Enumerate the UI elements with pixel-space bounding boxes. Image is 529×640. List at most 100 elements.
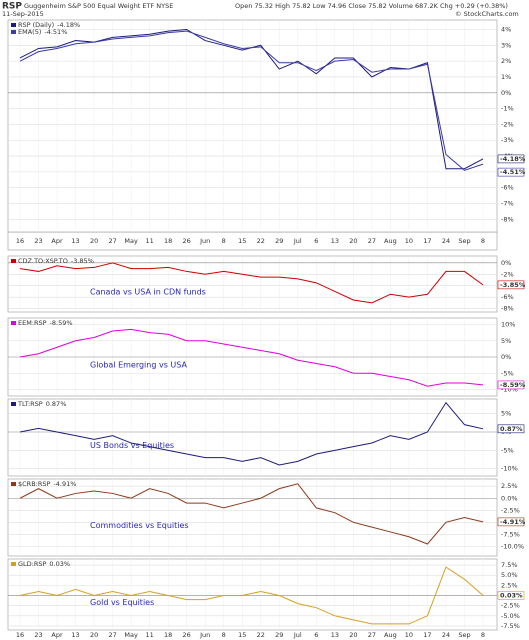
series-line	[19, 483, 484, 545]
legend-name: EMA(5)	[18, 28, 41, 36]
y-tick-label: -3%	[501, 136, 514, 144]
y-tick-label: 2%	[501, 57, 511, 65]
legend-value: 0.03%	[49, 560, 70, 568]
y-tick-label: 5%	[501, 410, 511, 418]
x-tick-label: 18	[164, 631, 172, 639]
y-tick-label: -2%	[501, 270, 514, 278]
legend-name: $CRB:RSP	[18, 480, 50, 488]
y-tick-label: 2.5%	[501, 482, 518, 490]
y-tick-label: -7.5%	[501, 530, 520, 538]
y-tick-label: 0%	[501, 89, 511, 97]
y-tick-label: -7%	[501, 200, 514, 208]
x-tick-label: Apr	[51, 631, 63, 639]
x-tick-label: 24	[442, 631, 450, 639]
x-tick-label: 20	[90, 631, 98, 639]
annotation: Gold vs Equities	[90, 598, 154, 607]
x-tick-label: 17	[423, 237, 431, 245]
last-label: 0.87%	[500, 425, 523, 433]
x-tick-label: Jun	[199, 237, 210, 245]
x-tick-label: 24	[442, 237, 450, 245]
x-tick-label: 23	[34, 631, 42, 639]
x-tick-label: Jul	[293, 631, 302, 639]
series-line	[19, 566, 484, 625]
panel	[7, 558, 498, 631]
legend-name: GLD:RSP	[18, 560, 46, 568]
series-line	[19, 262, 484, 304]
quote: Open 75.32 High 75.82 Low 74.96 Close 75…	[235, 2, 508, 10]
annotation: Commodities vs Equities	[90, 521, 189, 530]
y-tick-label: 5%	[501, 337, 511, 345]
panel	[7, 398, 498, 477]
y-tick-label: 2.5%	[501, 581, 518, 589]
x-tick-label: 8	[481, 237, 485, 245]
y-tick-label: 1%	[501, 73, 511, 81]
copyright: © StockCharts.com	[455, 10, 519, 18]
legend-value: -4.18%	[57, 21, 80, 29]
panel	[7, 255, 498, 313]
legend-swatch	[11, 321, 16, 325]
x-tick-label: 16	[16, 237, 24, 245]
last-label: -3.85%	[500, 281, 526, 289]
legend-value: 0.87%	[46, 400, 67, 408]
x-tick-label: 6	[314, 237, 318, 245]
series-line	[19, 401, 484, 466]
y-tick-label: -5.0%	[501, 612, 520, 620]
y-tick-label: 0%	[501, 259, 511, 267]
x-tick-label: 15	[238, 631, 246, 639]
legend-name: TLT:RSP	[17, 400, 43, 408]
legend-swatch	[11, 562, 16, 566]
x-tick-label: 11	[145, 237, 153, 245]
last-label-box	[497, 591, 525, 600]
legend-swatch	[11, 482, 16, 486]
x-tick-label: 13	[71, 237, 79, 245]
panel	[7, 478, 498, 557]
x-tick-label: 29	[275, 237, 283, 245]
y-tick-label: -6%	[501, 184, 514, 192]
series-line	[19, 30, 484, 171]
x-tick-label: 27	[108, 631, 116, 639]
last-label-box	[497, 154, 525, 164]
x-tick-label: 23	[34, 237, 42, 245]
x-tick-label: 13	[71, 631, 79, 639]
last-label-box	[497, 380, 525, 390]
y-tick-label: -1%	[501, 105, 514, 113]
annotation: US Bonds vs Equities	[90, 441, 174, 450]
y-tick-label: 4%	[501, 25, 511, 33]
last-label: -4.18%	[500, 155, 526, 163]
x-tick-label: Sep	[458, 237, 470, 245]
x-tick-label: Sep	[458, 631, 470, 639]
x-tick-label: 27	[368, 631, 376, 639]
x-tick-label: Apr	[51, 237, 63, 245]
legend-value: -3.85%	[71, 257, 94, 265]
x-tick-label: 20	[349, 631, 357, 639]
x-tick-label: 13	[331, 631, 339, 639]
date: 11-Sep-2015	[2, 10, 44, 18]
y-tick-label: -5%	[501, 446, 514, 454]
panel	[7, 19, 498, 233]
legend-name: CDZ.TO:XSP.TO	[18, 257, 68, 265]
y-tick-label: -5%	[501, 369, 514, 377]
legend-name: EEM:RSP	[18, 319, 47, 327]
annotation: Canada vs USA in CDN funds	[90, 288, 206, 297]
x-tick-label: 8	[222, 237, 226, 245]
legend-swatch	[11, 23, 16, 27]
y-tick-label: -10.0%	[501, 542, 524, 550]
x-tick-label: 10	[405, 631, 413, 639]
y-tick-label: -8%	[501, 215, 514, 223]
x-tick-label: 26	[183, 237, 191, 245]
x-tick-label: 8	[481, 631, 485, 639]
y-tick-label: 10%	[501, 321, 515, 329]
x-tick-label: 20	[90, 237, 98, 245]
legend-name: RSP (Daily)	[18, 21, 54, 29]
x-tick-label: 8	[222, 631, 226, 639]
legend-value: -4.51%	[44, 28, 67, 36]
last-label-box	[497, 517, 525, 527]
x-tick-label: 26	[183, 631, 191, 639]
x-tick-label: 6	[314, 631, 318, 639]
x-tick-label: 18	[164, 237, 172, 245]
x-tick-label: 16	[16, 631, 24, 639]
y-tick-label: -10%	[501, 465, 518, 473]
x-tick-label: 13	[331, 237, 339, 245]
x-tick-label: 10	[405, 237, 413, 245]
legend-swatch	[11, 402, 16, 406]
